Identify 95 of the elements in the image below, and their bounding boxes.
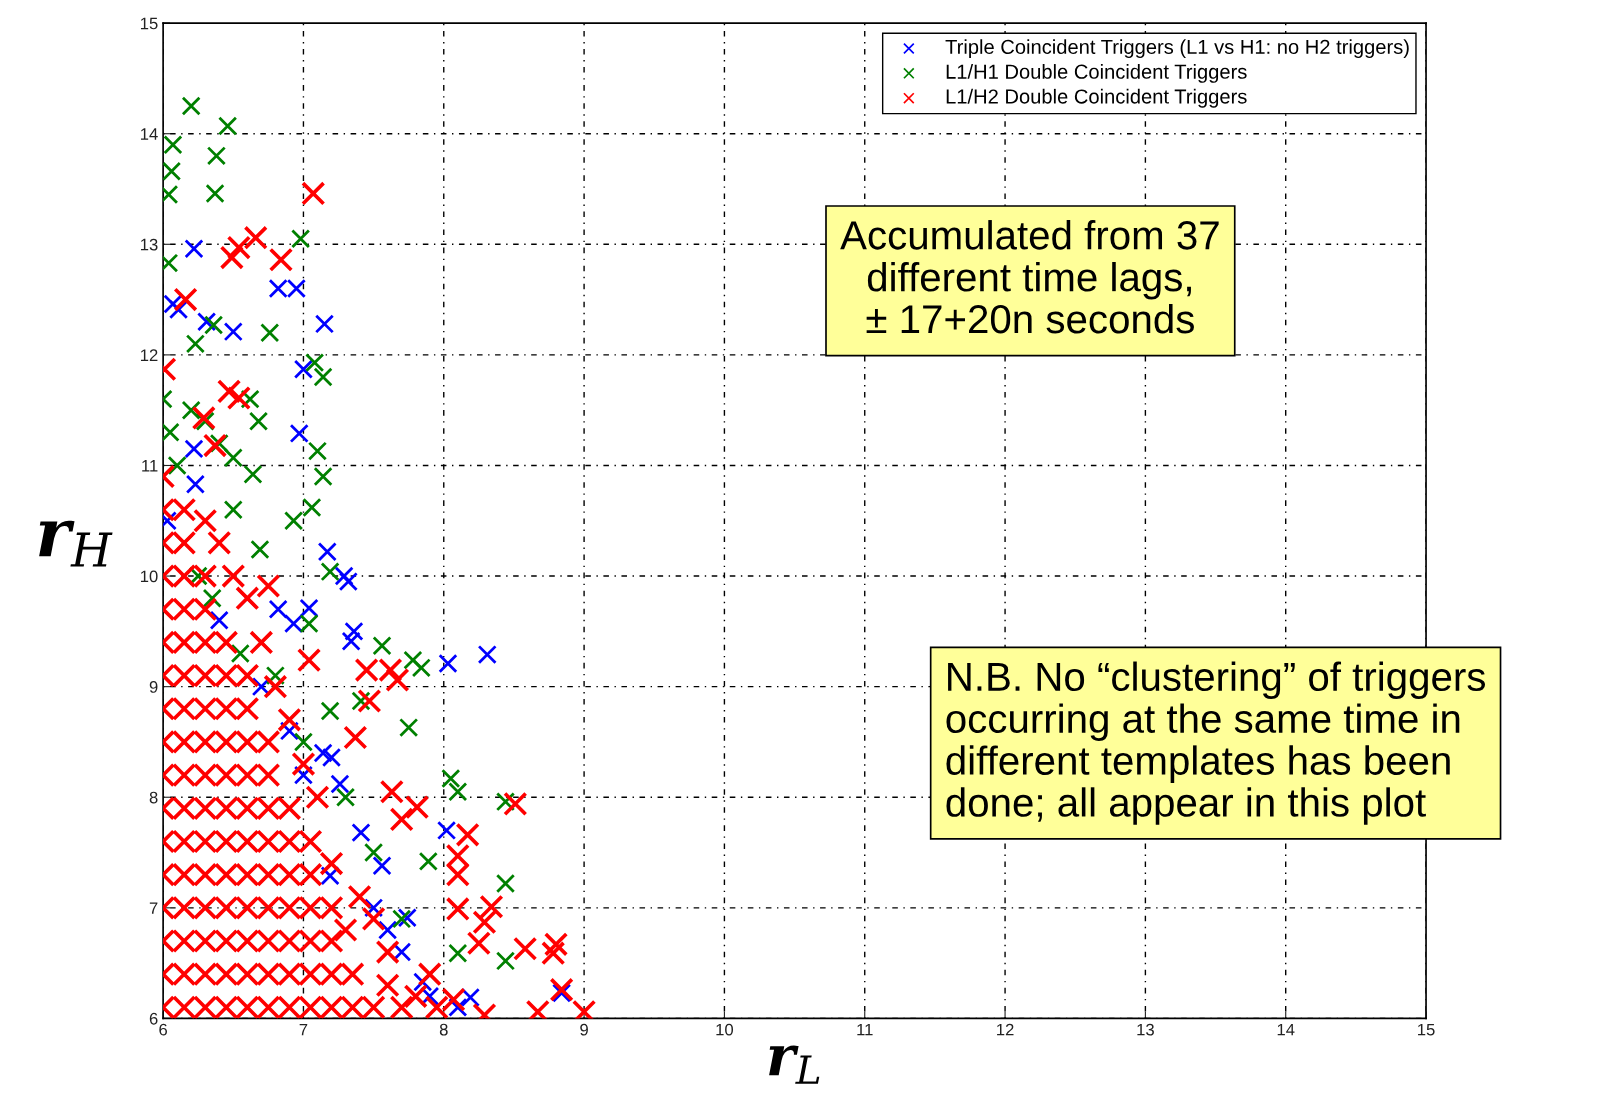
point	[436, 820, 457, 841]
point	[317, 542, 337, 562]
point	[184, 239, 204, 259]
y-axis-title: r$_{H}$	[39, 520, 113, 567]
point	[268, 599, 288, 619]
x-tick-label: 7	[299, 1023, 308, 1036]
point	[397, 908, 417, 928]
annotation: N.B. No “clustering” of triggers occurring at the same time in different templates has been done; all appear in this plot	[946, 661, 1486, 825]
point	[197, 312, 217, 332]
point	[248, 411, 269, 431]
point	[399, 717, 419, 738]
annotation: Accumulated from 37 different time lags, ± 17+20n seconds	[840, 220, 1219, 334]
point	[181, 96, 201, 116]
y-tick-label: 6	[149, 1012, 158, 1025]
point	[223, 448, 243, 468]
y-tick-label: 12	[140, 349, 158, 361]
point	[209, 610, 229, 630]
point	[289, 423, 309, 444]
point	[378, 920, 398, 940]
point	[223, 500, 243, 520]
point	[305, 353, 325, 373]
point	[351, 823, 371, 843]
point	[243, 464, 263, 484]
y-tick-label: 11	[142, 460, 158, 472]
point	[320, 562, 340, 582]
point	[477, 644, 497, 665]
x-tick-label: 15	[1418, 1023, 1435, 1036]
y-tick-label: 8	[149, 791, 158, 804]
point	[218, 116, 238, 136]
point	[291, 229, 311, 249]
point	[441, 768, 461, 789]
x-axis-title: r$_{L}$	[769, 1045, 820, 1084]
point	[418, 851, 438, 871]
x-tick-label: 11	[857, 1023, 873, 1036]
point	[293, 732, 314, 752]
point	[230, 643, 250, 664]
x-tick-label: 14	[1277, 1023, 1295, 1036]
y-tick-label: 14	[140, 128, 158, 140]
point	[284, 614, 304, 634]
point	[495, 951, 516, 971]
point	[260, 323, 280, 343]
point	[344, 621, 364, 641]
point	[204, 315, 224, 335]
legend-label: Triple Coincident Triggers (L1 vs H1: no H2 triggers)	[945, 39, 1409, 59]
y-tick-label: 13	[140, 238, 158, 251]
point	[320, 701, 340, 721]
point	[403, 650, 423, 670]
point	[293, 359, 314, 379]
x-tick-label: 12	[997, 1023, 1014, 1036]
point	[448, 943, 468, 963]
y-tick-label: 10	[140, 570, 158, 583]
point	[438, 653, 458, 674]
point	[334, 566, 354, 586]
point	[302, 497, 322, 518]
y-tick-label: 7	[149, 902, 158, 914]
point	[338, 571, 358, 592]
x-tick-label: 6	[159, 1023, 168, 1036]
point	[223, 322, 243, 342]
point	[206, 146, 227, 166]
x-tick-label: 8	[439, 1023, 448, 1036]
point	[163, 135, 183, 155]
point	[330, 774, 350, 794]
point	[163, 161, 182, 181]
point	[185, 334, 205, 354]
point	[284, 511, 304, 531]
point	[313, 466, 333, 487]
point	[341, 631, 361, 651]
point	[205, 183, 225, 204]
point	[364, 842, 384, 863]
point	[448, 782, 468, 802]
x-tick-label: 9	[580, 1023, 588, 1036]
point	[392, 909, 412, 929]
point	[299, 598, 319, 618]
legend-label: L1/H2 Double Coincident Triggers	[946, 88, 1247, 108]
point	[250, 539, 270, 560]
point	[185, 474, 205, 494]
x-tick-label: 13	[1137, 1023, 1154, 1036]
point	[167, 455, 187, 476]
point	[313, 367, 333, 387]
legend-label: L1/H1 Double Coincident Triggers	[946, 64, 1247, 83]
y-tick-label: 9	[149, 681, 158, 693]
point	[460, 987, 481, 1008]
x-tick-label: 10	[716, 1023, 734, 1036]
point	[335, 787, 356, 807]
point	[321, 747, 342, 768]
y-tick-label: 15	[140, 17, 158, 30]
point	[184, 439, 204, 459]
point	[314, 314, 335, 334]
point	[495, 873, 516, 894]
point	[372, 856, 392, 876]
point	[372, 636, 392, 656]
point	[313, 743, 333, 763]
point	[299, 614, 319, 634]
point	[307, 441, 328, 461]
point	[411, 658, 431, 678]
